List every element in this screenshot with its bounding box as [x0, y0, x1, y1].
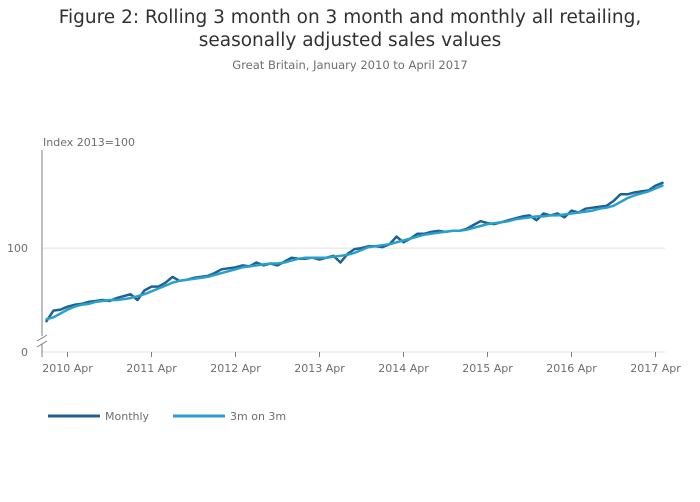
x-tick-label: 2017 Apr [630, 362, 681, 375]
axis-break-mark [36, 334, 48, 342]
legend-label: Monthly [105, 410, 150, 423]
x-tick-label: 2016 Apr [546, 362, 597, 375]
legend-label: 3m on 3m [230, 410, 286, 423]
legend: Monthly 3m on 3m [48, 410, 286, 423]
y-axis-title: Index 2013=100 [43, 136, 135, 149]
y-tick-label: 0 [21, 346, 28, 359]
x-tick-label: 2014 Apr [378, 362, 429, 375]
chart-title: Figure 2: Rolling 3 month on 3 month and… [58, 7, 642, 51]
axis-break-mark [36, 340, 48, 348]
x-tick-label: 2013 Apr [294, 362, 345, 375]
x-tick-label: 2015 Apr [462, 362, 513, 375]
y-tick-label: 100 [7, 242, 28, 255]
axis-layer: 100 0 2010 Apr 2011 Apr 2012 Apr 2013 Apr 2014… [7, 150, 681, 375]
series-line-3m-on-3m [45, 184, 664, 321]
x-tick-label: 2010 Apr [42, 362, 93, 375]
grid-layer [42, 247, 665, 353]
chart-subtitle: Great Britain, January 2010 to April 201… [232, 58, 468, 72]
series-layer [45, 181, 664, 323]
x-tick-label: 2011 Apr [126, 362, 177, 375]
x-tick-label: 2012 Apr [210, 362, 261, 375]
